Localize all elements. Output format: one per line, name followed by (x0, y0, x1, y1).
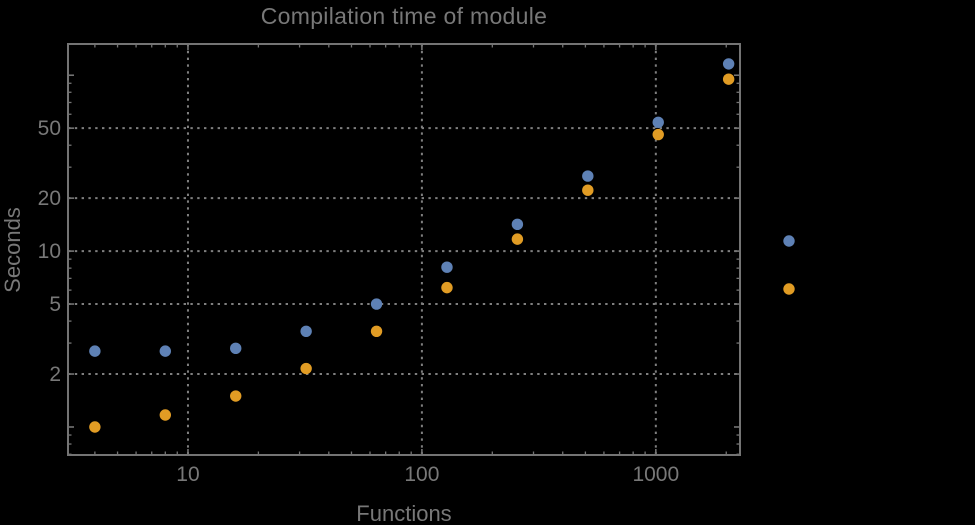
data-point-series-2-orange (230, 390, 242, 402)
data-point-series-1-blue (300, 325, 312, 337)
y-tick-label-2: 2 (49, 363, 61, 386)
plot-frame (67, 43, 741, 456)
data-point-series-1-blue (722, 58, 735, 70)
data-point-series-1-blue (441, 261, 453, 273)
chart-title: Compilation time of module (260, 3, 548, 29)
data-point-series-2-orange (159, 409, 172, 421)
y-tick-label-5: 5 (49, 293, 61, 316)
y-tick-label-50: 50 (38, 117, 61, 140)
x-tick-label-1000: 1000 (632, 463, 679, 486)
y-tick-label-20: 20 (38, 187, 61, 210)
data-point-series-2-orange (511, 233, 524, 245)
legend-marker-series-1-blue (783, 235, 795, 247)
data-point-series-1-blue (582, 170, 594, 182)
legend (783, 235, 795, 295)
data-point-series-2-orange (652, 128, 664, 141)
data-point-series-1-blue (230, 342, 242, 355)
data-point-series-2-orange (582, 184, 594, 196)
data-point-series-2-orange (722, 73, 735, 85)
x-tick-label-10: 10 (176, 463, 199, 486)
y-tick-label-10: 10 (38, 240, 61, 263)
data-point-series-2-orange (441, 281, 453, 294)
data-point-series-1-blue (511, 218, 524, 231)
data-point-series-1-blue (370, 298, 383, 310)
legend-marker-series-2-orange (783, 283, 795, 295)
gridlines (68, 44, 740, 455)
y-axis-label: Seconds (0, 207, 25, 293)
data-point-series-2-orange (370, 325, 383, 337)
x-tick-label-100: 100 (404, 463, 439, 486)
series-1-blue-points (89, 58, 735, 357)
data-point-series-2-orange (300, 362, 312, 375)
data-point-series-1-blue (89, 345, 101, 357)
data-point-series-1-blue (159, 345, 172, 357)
series-2-orange-points (89, 73, 735, 433)
x-axis-label: Functions (356, 501, 452, 525)
tick-labels: 10 100 1000 2 5 10 20 50 (38, 117, 680, 486)
data-point-series-1-blue (652, 116, 664, 128)
axis-ticks (68, 44, 740, 455)
data-point-series-2-orange (89, 421, 101, 433)
